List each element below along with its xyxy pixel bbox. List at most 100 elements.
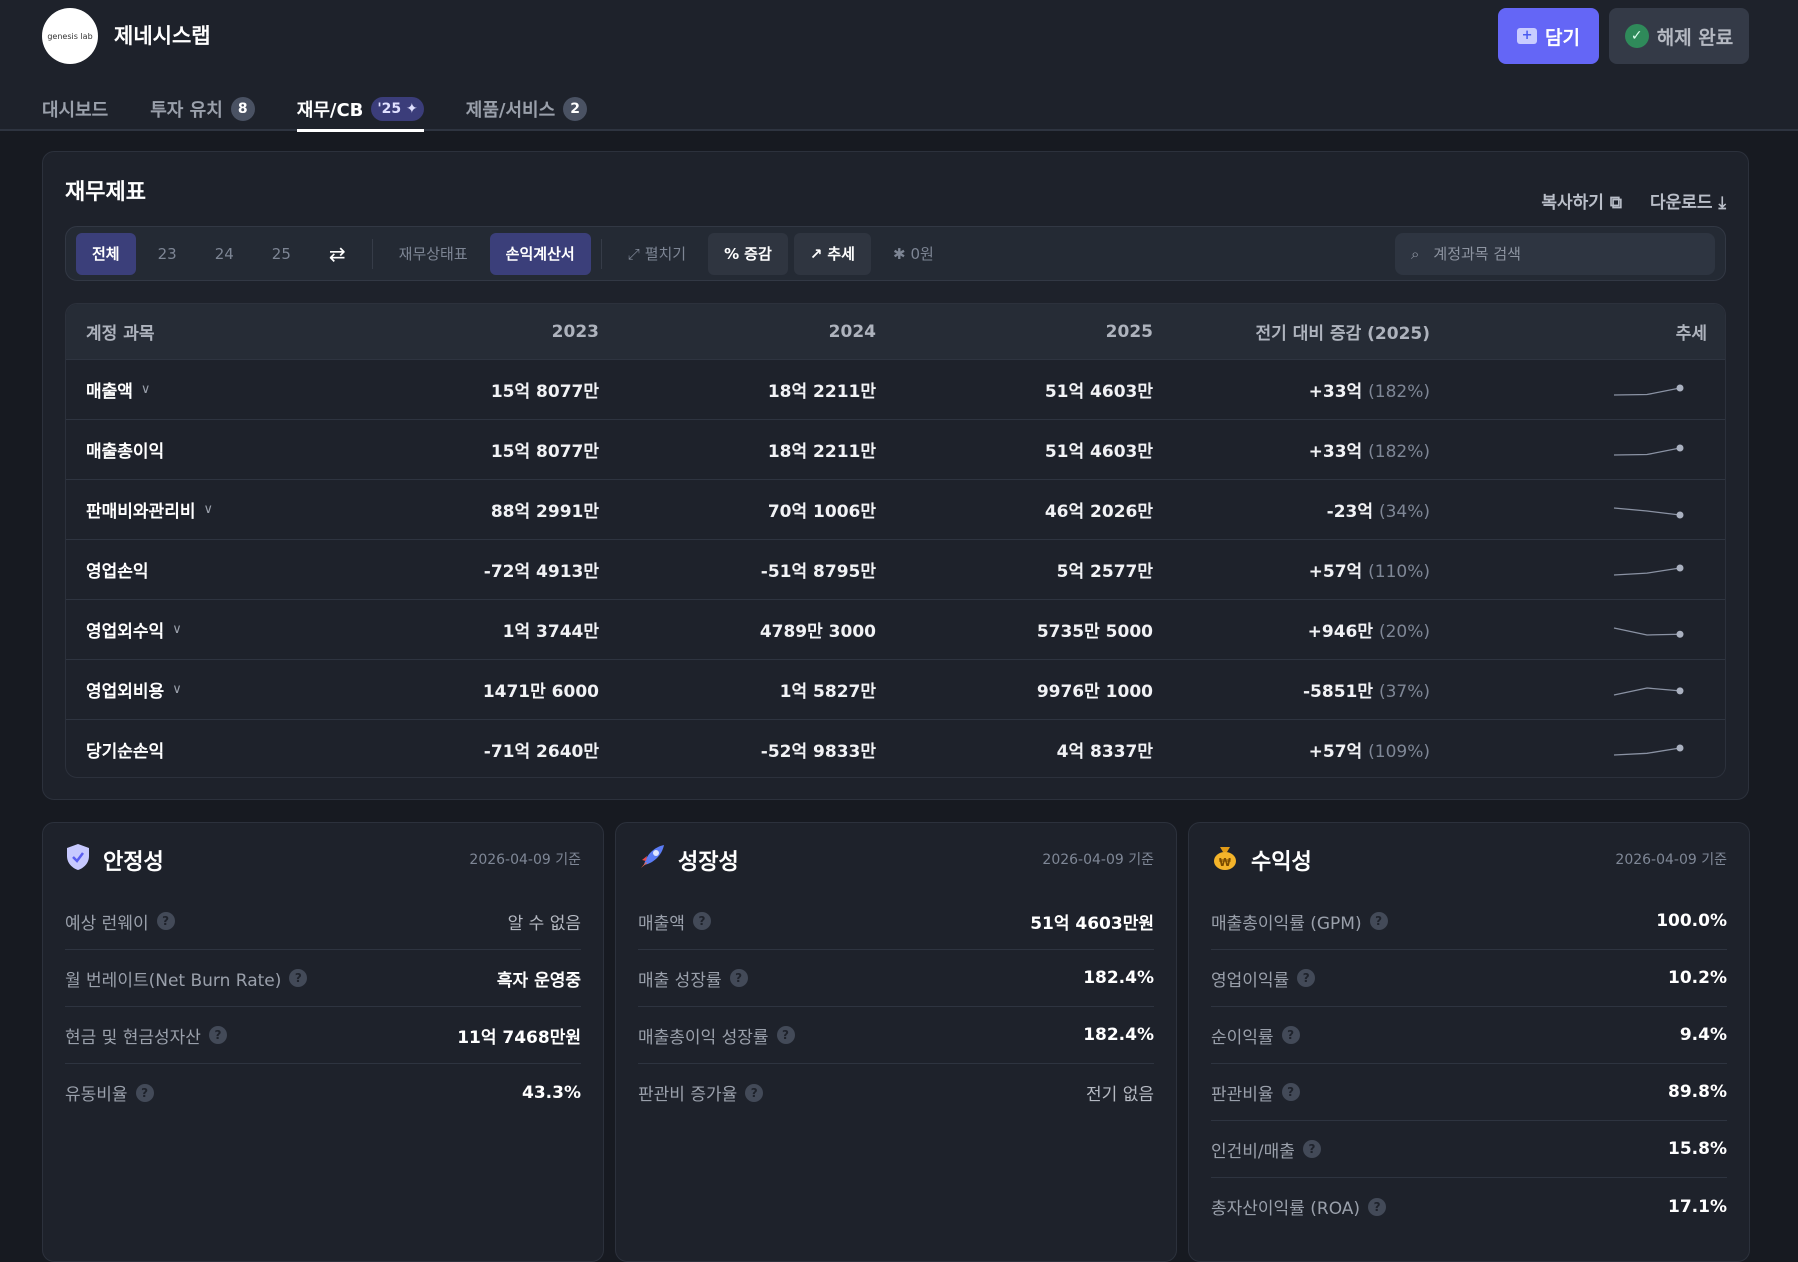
metric-row: 매출총이익 성장률? 182.4% [638, 1007, 1154, 1064]
sparkline-line [1613, 386, 1681, 396]
account-label: 매출액 [86, 382, 133, 402]
metric-label: 매출 성장률 [638, 970, 722, 991]
company-name: 제네시스랩 [114, 24, 211, 48]
change-value: +33억 (182%) [1153, 437, 1430, 462]
table-row[interactable]: 매출액 ∨ 15억 8077만 18억 2211만 51억 4603만 +33억 … [66, 359, 1725, 419]
balance-sheet-tab[interactable]: 재무상태표 [398, 245, 468, 263]
tab-investment[interactable]: 투자 유치 8 [150, 88, 255, 130]
sparkline-endpoint [1676, 511, 1684, 518]
change-label: 증감 [744, 245, 772, 263]
value-2023: 1471만 6000 [482, 682, 599, 702]
help-icon[interactable]: ? [1297, 969, 1316, 987]
help-icon[interactable]: ? [1281, 1026, 1300, 1044]
zero-toggle[interactable]: ✱ 0원 [877, 233, 950, 275]
metric-label: 판관비 증가율 [638, 1085, 738, 1105]
sparkline-endpoint [1676, 630, 1684, 638]
search-placeholder: 계정과목 검색 [1433, 245, 1521, 263]
account-name: 영업외비용 ∨ [66, 677, 286, 702]
help-icon[interactable]: ? [745, 1083, 764, 1102]
chevron-down-icon[interactable]: ∨ [172, 682, 182, 697]
help-icon[interactable]: ? [289, 969, 308, 987]
account-search-input[interactable]: ⌕ 계정과목 검색 [1395, 232, 1715, 275]
value-2025: 5억 2577만 [1056, 562, 1153, 582]
divider [371, 238, 373, 269]
help-icon[interactable]: ? [156, 912, 175, 930]
sparkline-line [1613, 686, 1681, 696]
value-2023: 1억 3744만 [502, 622, 599, 642]
release-done-button[interactable]: ✓ 해제 완료 [1609, 8, 1749, 64]
help-icon[interactable]: ? [1368, 1197, 1387, 1216]
help-icon[interactable]: ? [1302, 1140, 1321, 1158]
value-2025: 51억 4603만 [1044, 442, 1153, 462]
card-title: 성장성 [678, 850, 739, 875]
metric-value: 전기 없음 [1086, 1085, 1154, 1105]
metric-card-money-bag: ₩ 수익성 2026-04-09 기준 매출총이익률 (GPM)? 100.0% 영업… [1188, 822, 1750, 1262]
year-badge: '25 ✦ [371, 97, 424, 121]
metric-label: 인건비/매출 [1211, 1141, 1295, 1162]
metric-row: 총자산이익률 (ROA)? 17.1% [1211, 1178, 1727, 1235]
help-icon[interactable]: ? [135, 1083, 154, 1102]
year-24[interactable]: 24 [214, 244, 234, 263]
year-23[interactable]: 23 [157, 244, 177, 263]
help-icon[interactable]: ? [692, 912, 711, 930]
tab-finance[interactable]: 재무/CB '25 ✦ [296, 88, 424, 132]
rocket-icon [638, 843, 666, 877]
metric-value: 17.1% [1668, 1196, 1727, 1217]
value-2023: 15억 8077만 [490, 442, 599, 462]
financial-statements-card: 재무제표 복사하기 ⧉ 다운로드 ⤓ 전체 23 24 25 ⇄ 재무상태표 손… [42, 151, 1749, 800]
metric-row: 판관비율? 89.8% [1211, 1064, 1727, 1121]
table-header: 계정 과목 2023 2024 2025 전기 대비 증감 (2025) 추세 [66, 304, 1725, 359]
value-2024: 70억 1006만 [767, 502, 876, 522]
change-percent: (109%) [1368, 742, 1430, 762]
help-icon[interactable]: ? [729, 969, 748, 987]
trend-toggle[interactable]: ↗ 추세 [793, 232, 871, 275]
income-statement-tab[interactable]: 손익계산서 [489, 232, 591, 275]
as-of-date: 2026-04-09 기준 [1042, 852, 1154, 868]
metric-row: 인건비/매출? 15.8% [1211, 1121, 1727, 1178]
app-header: genesis lab 제네시스랩 + 담기 ✓ 해제 완료 대시보드 투자 유치 8… [0, 0, 1798, 132]
copy-button[interactable]: 복사하기 ⧉ [1541, 188, 1622, 213]
metric-value: 100.0% [1656, 911, 1727, 931]
metric-row: 현금 및 현금성자산? 11억 7468만원 [65, 1007, 581, 1064]
year-all[interactable]: 전체 [76, 232, 136, 275]
tab-label: 제품/서비스 [465, 100, 556, 121]
toolbar: 전체 23 24 25 ⇄ 재무상태표 손익계산서 ⤢ 펼치기 % 증감 ↗ 추세 ✱… [65, 226, 1726, 281]
folder-plus-icon: + [1517, 28, 1538, 44]
tab-dashboard[interactable]: 대시보드 [42, 88, 108, 130]
change-value: -23억 (34%) [1153, 497, 1430, 522]
value-2025: 51억 4603만 [1044, 382, 1153, 402]
sparkline-line [1613, 506, 1681, 516]
value-2025: 46억 2026만 [1044, 502, 1153, 522]
help-icon[interactable]: ? [776, 1026, 795, 1044]
table-row[interactable]: 영업외비용 ∨ 1471만 6000 1억 5827만 9976만 1000 -5… [66, 659, 1725, 719]
sparkline-endpoint [1676, 384, 1684, 391]
table-row[interactable]: 판매비와관리비 ∨ 88억 2991만 70억 1006만 46억 2026만 -… [66, 479, 1725, 539]
swap-icon[interactable]: ⇄ [328, 241, 346, 266]
expand-button[interactable]: ⤢ 펼치기 [612, 233, 702, 275]
help-icon[interactable]: ? [208, 1026, 227, 1044]
chevron-down-icon[interactable]: ∨ [140, 382, 151, 397]
metric-row: 유동비율? 43.3% [65, 1064, 581, 1121]
asterisk-icon: ✱ [892, 244, 906, 263]
tab-label: 투자 유치 [150, 100, 223, 121]
chevron-down-icon[interactable]: ∨ [172, 622, 182, 637]
search-icon: ⌕ [1411, 244, 1420, 263]
count-badge: 2 [563, 97, 588, 121]
copy-icon: ⧉ [1609, 193, 1622, 213]
change-toggle[interactable]: % 증감 [708, 232, 788, 275]
tab-products[interactable]: 제품/서비스 2 [465, 88, 588, 130]
table-row[interactable]: 영업외수익 ∨ 1억 3744만 4789만 3000 5735만 5000 +9… [66, 599, 1725, 659]
help-icon[interactable]: ? [1281, 1083, 1300, 1101]
copy-label: 복사하기 [1541, 193, 1604, 213]
help-icon[interactable]: ? [1369, 912, 1388, 930]
trend-label: 추세 [827, 245, 855, 263]
value-2023: -71억 2640만 [483, 742, 599, 762]
add-button[interactable]: + 담기 [1498, 8, 1599, 64]
year-25[interactable]: 25 [271, 244, 291, 263]
chevron-down-icon[interactable]: ∨ [203, 502, 213, 517]
account-label: 영업외비용 [86, 682, 165, 702]
change-amount: +946만 [1307, 622, 1374, 642]
change-value: -5851만 (37%) [1153, 677, 1430, 702]
download-button[interactable]: 다운로드 ⤓ [1650, 188, 1726, 213]
metric-value: 흑자 운영중 [496, 970, 581, 991]
